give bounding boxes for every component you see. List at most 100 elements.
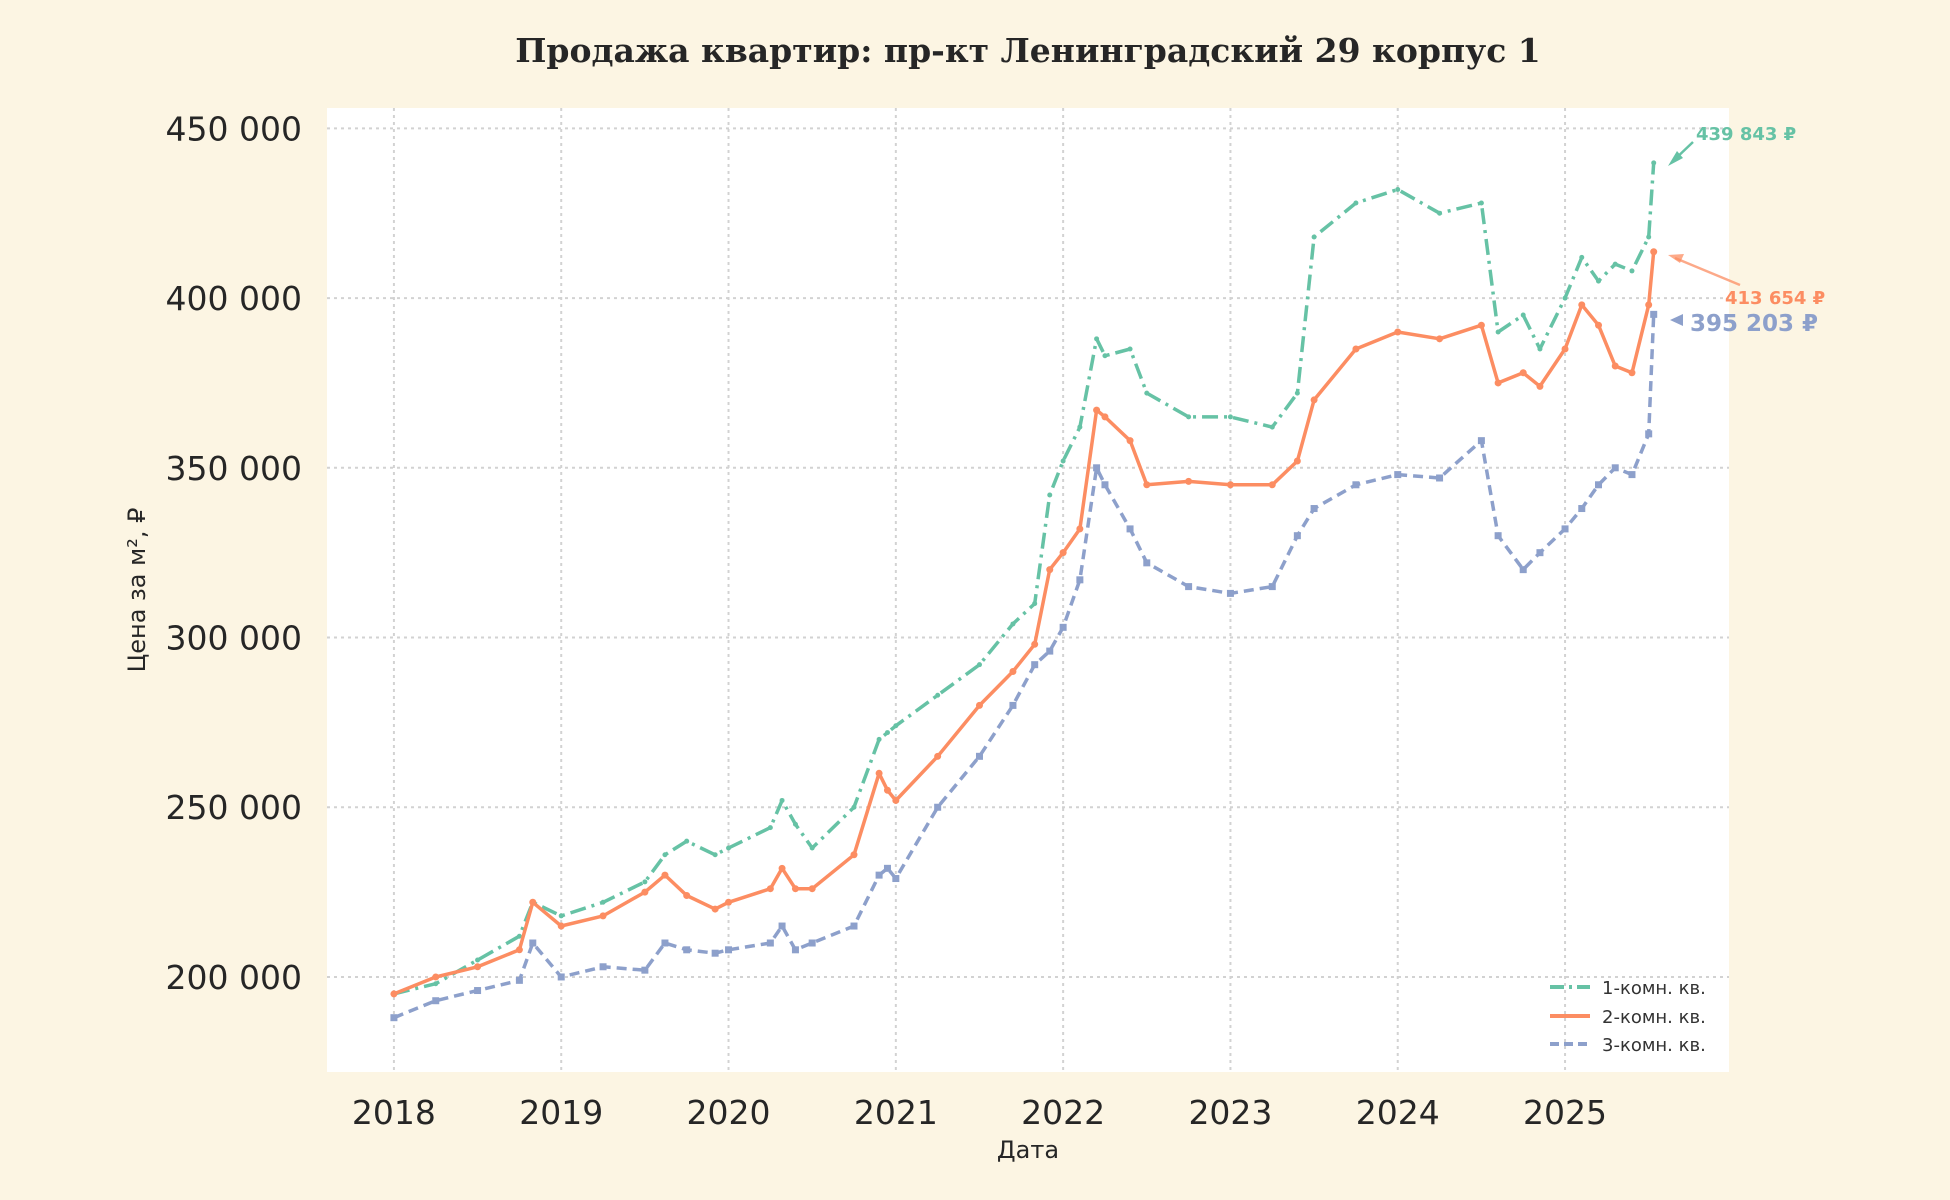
series-3-point <box>1595 481 1603 489</box>
series-1-point <box>884 730 890 736</box>
x-tick-label: 2025 <box>1523 1093 1607 1132</box>
grid <box>327 108 1729 1072</box>
series-3-point <box>390 1014 398 1022</box>
series-3-point <box>1046 647 1054 655</box>
series-1-point <box>809 845 815 851</box>
series-1-point <box>662 852 668 858</box>
series-2-point <box>1436 335 1444 343</box>
series-1-point <box>1186 414 1192 420</box>
series-2-point <box>1477 321 1485 329</box>
series-1-point <box>1060 458 1066 464</box>
series-1-point <box>1353 200 1359 206</box>
series-3-point <box>778 922 786 930</box>
legend-label-2: 2-комн. кв. <box>1602 1007 1706 1028</box>
series-2-point <box>766 885 774 893</box>
series-3-point <box>1143 559 1151 567</box>
series-2-point <box>1595 321 1603 329</box>
series-2-point <box>1031 640 1039 648</box>
series-3-point <box>725 946 733 954</box>
series-3-point <box>1611 464 1619 472</box>
series-1-point <box>876 736 882 742</box>
series-2-point <box>883 786 891 794</box>
series-1-point <box>767 825 773 831</box>
series-3-point <box>1394 471 1402 479</box>
series-1-point <box>558 913 564 919</box>
series-2-point <box>1611 362 1619 370</box>
series-2-point <box>808 885 816 893</box>
series-2-point <box>661 871 669 879</box>
series-1-point <box>976 662 982 668</box>
series-1-point <box>1437 210 1443 216</box>
x-tick-label: 2020 <box>687 1093 771 1132</box>
series-1-point <box>600 899 606 905</box>
series-3-point <box>1628 471 1636 479</box>
series-1-point <box>935 692 941 698</box>
series-1-point <box>1269 424 1275 430</box>
series-3-point <box>1101 481 1109 489</box>
series-1-point <box>1395 186 1401 192</box>
series-2-point <box>1185 477 1193 485</box>
series-2-point <box>1009 667 1017 675</box>
series-line-3 <box>393 314 1656 1020</box>
series-3-point <box>1519 566 1527 574</box>
series-1-point <box>1311 234 1317 240</box>
series-2-point <box>1126 437 1134 445</box>
series-2-point <box>1561 345 1569 353</box>
annotation-arrowhead-1 <box>1668 151 1683 166</box>
series-2-point <box>1628 369 1636 377</box>
series-2-point <box>683 891 691 899</box>
series-2-point <box>1394 328 1402 336</box>
series-3-point <box>599 963 607 971</box>
series-3-point <box>1031 661 1039 669</box>
series-3-point <box>1093 464 1101 472</box>
series-2-point <box>1101 413 1109 421</box>
y-axis-label: Цена за м², ₽ <box>123 508 151 673</box>
series-3-point <box>1293 532 1301 540</box>
x-tick-label: 2022 <box>1021 1093 1105 1132</box>
series-2-point <box>1059 549 1067 557</box>
series-3-point <box>529 939 537 947</box>
series-3-point <box>1436 474 1444 482</box>
series-2-point <box>432 973 440 981</box>
series-2-point <box>711 905 719 913</box>
series-1-point <box>516 933 522 939</box>
series-3-point <box>934 803 942 811</box>
annotation-arrowhead-3 <box>1670 314 1683 326</box>
series-1-point <box>792 821 798 827</box>
x-tick-label: 2018 <box>352 1093 436 1132</box>
legend: 1-комн. кв. 2-комн. кв. 3-комн. кв. <box>1550 978 1706 1056</box>
series-1-point <box>1646 234 1652 240</box>
series-2-point <box>390 990 398 998</box>
annotation-label-1: 439 843 ₽ <box>1696 124 1796 145</box>
series-3-point <box>1310 505 1318 513</box>
series-2-point <box>778 864 786 872</box>
series-2-point <box>875 769 883 777</box>
series-3-point <box>1268 583 1276 591</box>
series-2-point <box>1519 369 1527 377</box>
annotation-label-3: 395 203 ₽ <box>1690 311 1818 337</box>
series-2-point <box>1645 301 1653 309</box>
series-1-point <box>1144 390 1150 396</box>
series-1-point <box>642 879 648 885</box>
series-line-2 <box>393 251 1656 996</box>
series-3-point <box>1352 481 1360 489</box>
series-1-point <box>433 981 439 987</box>
series-2-point <box>850 851 858 859</box>
series-3-point <box>1185 583 1193 591</box>
series-3-point <box>975 752 983 760</box>
series-1-point <box>1127 346 1133 352</box>
series-1-point <box>726 845 732 851</box>
annotation-arrowhead-2 <box>1668 254 1684 263</box>
series-2-point <box>892 796 900 804</box>
series-1-point <box>1077 424 1083 430</box>
series-1-point <box>1629 268 1635 274</box>
annotation-label-2: 413 654 ₽ <box>1725 288 1825 309</box>
x-tick-label: 2024 <box>1356 1093 1440 1132</box>
series-2-point <box>791 885 799 893</box>
series-2-point <box>1310 396 1318 404</box>
series-2-point <box>1650 248 1658 256</box>
series-3-point <box>683 946 691 954</box>
series-3-point <box>1009 701 1017 709</box>
legend-label-3: 3-комн. кв. <box>1602 1035 1706 1056</box>
